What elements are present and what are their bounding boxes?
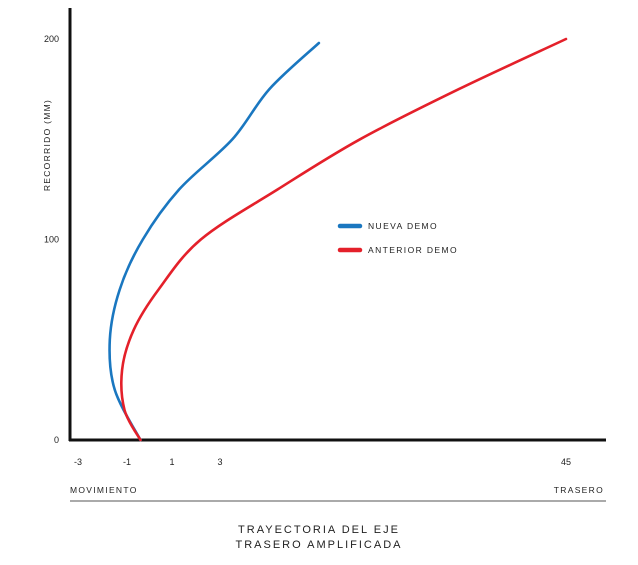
y-axis-label: RECORRIDO (MM): [42, 99, 52, 191]
chart-title-line-1: TRAYECTORIA DEL EJE: [238, 524, 400, 536]
legend-label: NUEVA DEMO: [368, 221, 438, 231]
x-tick-label: 3: [217, 457, 222, 467]
x-footer-right: TRASERO: [554, 485, 604, 495]
legend-label: ANTERIOR DEMO: [368, 245, 458, 255]
y-tick-label: 0: [54, 435, 59, 445]
x-footer-left: MOVIMIENTO: [70, 485, 138, 495]
x-tick-label: -1: [123, 457, 131, 467]
axes: [68, 8, 606, 502]
x-tick-label: 45: [561, 457, 571, 467]
y-tick-labels: 0 100 200: [44, 34, 59, 445]
series-layer: [108, 37, 568, 442]
x-tick-label: 1: [169, 457, 174, 467]
legend: NUEVA DEMO ANTERIOR DEMO: [337, 221, 458, 255]
y-tick-label: 100: [44, 235, 59, 245]
chart-title-line-2: TRASERO AMPLIFICADA: [235, 539, 403, 551]
series-line-nueva-demo: [108, 41, 321, 442]
x-tick-label: -3: [74, 457, 82, 467]
series-line-anterior-demo: [120, 37, 568, 442]
y-tick-label: 200: [44, 34, 59, 44]
x-tick-labels: -3 -1 1 3 45: [74, 457, 571, 467]
